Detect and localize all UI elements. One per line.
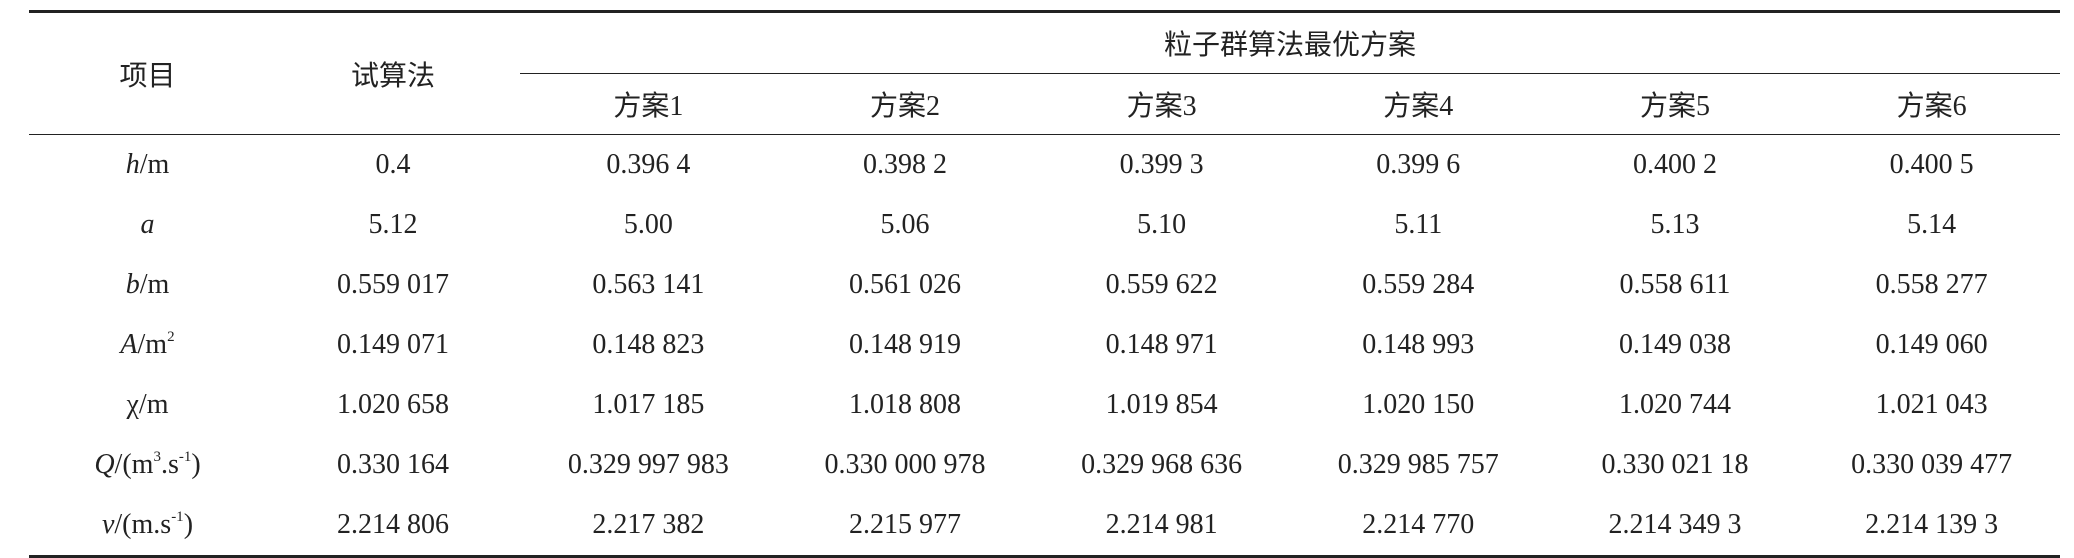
- value-cell: 1.020 744: [1618, 389, 1731, 420]
- value-cell: 0.149 071: [337, 329, 449, 360]
- table-wrapper: 项目 试算法 粒子群算法最优方案 方案1 方案2 方案3 方案4 方案5 方案6 h/m 0…: [29, 10, 2060, 558]
- value-cell: 2.217 382: [520, 495, 777, 558]
- header-cell: 试算法: [266, 10, 520, 135]
- row-label: v/(m.s-1): [29, 495, 266, 558]
- value-cell: 5.11: [1394, 209, 1443, 240]
- value-cell: 5.10: [1137, 209, 1187, 240]
- table-row: a 5.12 5.00 5.06 5.10 5.11 5.13 5.14: [29, 195, 2060, 255]
- value-cell: 0.329 997 983: [567, 449, 729, 480]
- value-cell: 1.019 854: [1105, 389, 1218, 420]
- value-cell: 0.330 021 18: [1601, 449, 1749, 480]
- value-cell: 0.329 968 636: [1081, 449, 1243, 480]
- value-cell: 2.214 806: [266, 495, 520, 558]
- table-row: A/m2 0.149 071 0.148 823 0.148 919 0.148 971…: [29, 315, 2060, 375]
- value-cell: 5.13: [1650, 209, 1700, 240]
- table-row: Q/(m3.s-1) 0.330 164 0.329 997 983 0.330 00…: [29, 435, 2060, 495]
- header-cell: 项目: [29, 10, 266, 135]
- value-cell: 0.398 2: [862, 149, 947, 180]
- row-label: A/m2: [29, 315, 266, 375]
- value-cell: 0.563 141: [592, 269, 705, 300]
- value-cell: 0.558 611: [1619, 269, 1731, 300]
- value-cell: 0.148 971: [1105, 329, 1218, 360]
- label-part: v: [101, 509, 115, 540]
- value-cell: 0.149 038: [1618, 329, 1731, 360]
- label-part: A: [120, 329, 138, 360]
- value-cell: 0.559 284: [1362, 269, 1475, 300]
- label-part: 3: [153, 449, 161, 465]
- label-part: .s: [160, 449, 179, 480]
- header-cell: 方案4: [1289, 73, 1547, 135]
- value-cell: 0.400 2: [1632, 149, 1717, 180]
- value-cell: 2.214 770: [1289, 495, 1547, 558]
- value-cell: 1.020 658: [337, 389, 449, 420]
- header-cell: 方案6: [1803, 73, 2060, 135]
- value-cell: 5.14: [1907, 209, 1957, 240]
- value-cell: 0.148 919: [848, 329, 961, 360]
- header-cell: 方案3: [1033, 73, 1290, 135]
- value-cell: 0.149 060: [1875, 329, 1988, 360]
- value-cell: 0.558 277: [1875, 269, 1988, 300]
- label-part: /m: [139, 149, 170, 180]
- label-part: 2: [167, 329, 175, 345]
- value-cell: 0.400 5: [1889, 149, 1974, 180]
- value-cell: 0.148 993: [1362, 329, 1475, 360]
- value-cell: 0.396 4: [606, 149, 691, 180]
- value-cell: 0.561 026: [848, 269, 961, 300]
- label-part: /m: [139, 269, 170, 300]
- label-part: Q: [94, 449, 115, 480]
- table-row: v/(m.s-1) 2.214 806 2.217 382 2.215 977 2.21…: [29, 495, 2060, 558]
- value-cell: 2.214 981: [1033, 495, 1290, 558]
- row-label: a: [29, 195, 266, 255]
- value-cell: 1.021 043: [1875, 389, 1988, 420]
- value-cell: 5.12: [368, 209, 418, 240]
- value-cell: 0.330 164: [337, 449, 449, 480]
- label-part: ): [191, 449, 201, 480]
- table-body: h/m 0.4 0.396 4 0.398 2 0.399 3 0.399 6 0.400 …: [29, 135, 2060, 558]
- value-cell: 2.214 349 3: [1546, 495, 1804, 558]
- value-cell: 1.020 150: [1362, 389, 1475, 420]
- label-part: -1: [171, 509, 184, 525]
- header-cell: 方案1: [520, 73, 777, 135]
- value-cell: 1.017 185: [592, 389, 705, 420]
- group-header-cell: 粒子群算法最优方案: [520, 10, 2060, 74]
- value-cell: 0.399 6: [1376, 149, 1461, 180]
- value-cell: 0.4: [375, 149, 411, 180]
- table-row: b/m 0.559 017 0.563 141 0.561 026 0.559 622 0…: [29, 255, 2060, 315]
- label-part: /(m: [114, 449, 154, 480]
- value-cell: 5.00: [623, 209, 673, 240]
- value-cell: 0.399 3: [1119, 149, 1204, 180]
- label-part: /m: [137, 329, 168, 360]
- row-label: h/m: [29, 135, 266, 196]
- header-cell: 方案2: [776, 73, 1034, 135]
- value-cell: 2.214 139 3: [1803, 495, 2060, 558]
- row-label: b/m: [29, 255, 266, 315]
- table-header: 项目 试算法 粒子群算法最优方案 方案1 方案2 方案3 方案4 方案5 方案6: [29, 10, 2060, 135]
- value-cell: 0.330 000 978: [824, 449, 986, 480]
- label-part: χ/m: [126, 389, 169, 420]
- label-part: /(m.s: [114, 509, 172, 540]
- value-cell: 1.018 808: [848, 389, 961, 420]
- value-cell: 0.559 017: [337, 269, 449, 300]
- row-label: Q/(m3.s-1): [29, 435, 266, 495]
- row-label: χ/m: [29, 375, 266, 435]
- value-cell: 0.330 039 477: [1851, 449, 2013, 480]
- label-part: h: [125, 149, 140, 180]
- table-row: h/m 0.4 0.396 4 0.398 2 0.399 3 0.399 6 0.400 …: [29, 135, 2060, 196]
- label-part: b: [125, 269, 140, 300]
- label-part: ): [183, 509, 194, 540]
- value-cell: 5.06: [880, 209, 930, 240]
- value-cell: 0.559 622: [1105, 269, 1218, 300]
- value-cell: 2.215 977: [776, 495, 1034, 558]
- table-row: χ/m 1.020 658 1.017 185 1.018 808 1.019 854 1…: [29, 375, 2060, 435]
- label-part: a: [140, 209, 155, 240]
- header-row: 项目 试算法 粒子群算法最优方案: [29, 10, 2060, 135]
- value-cell: 0.148 823: [592, 329, 705, 360]
- value-cell: 0.329 985 757: [1337, 449, 1499, 480]
- header-cell: 方案5: [1546, 73, 1804, 135]
- header-row: 方案1 方案2 方案3 方案4 方案5 方案6: [29, 73, 2060, 135]
- data-table: 项目 试算法 粒子群算法最优方案 方案1 方案2 方案3 方案4 方案5 方案6 h/m 0…: [29, 10, 2060, 558]
- label-part: -1: [178, 449, 192, 465]
